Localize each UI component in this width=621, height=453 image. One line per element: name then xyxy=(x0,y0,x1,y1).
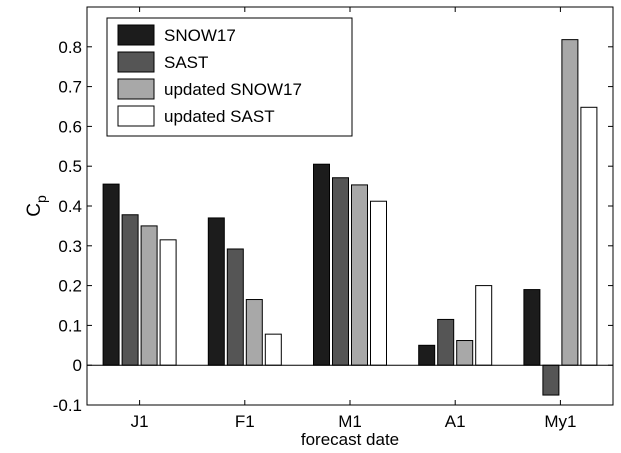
y-tick-label: 0.1 xyxy=(58,316,82,335)
bar-sast-m1 xyxy=(332,177,349,366)
bar-updated-sast-f1 xyxy=(264,333,282,366)
legend-label: SNOW17 xyxy=(164,26,236,45)
bar-snow17-a1 xyxy=(418,344,436,366)
x-tick-label: M1 xyxy=(338,412,362,431)
legend-label: updated SAST xyxy=(164,107,275,126)
bar-snow17-j1 xyxy=(102,183,120,366)
legend-swatch xyxy=(117,105,155,127)
bar-snow17-f1 xyxy=(207,217,225,366)
legend-label: SAST xyxy=(164,53,208,72)
y-tick-label: 0.3 xyxy=(58,237,82,256)
bar-updated-snow17-my1 xyxy=(561,39,579,366)
y-tick-label: 0 xyxy=(73,356,82,375)
legend-swatch xyxy=(117,51,155,73)
y-axis-label-main: C xyxy=(24,203,45,217)
bars xyxy=(102,39,598,396)
x-axis-label: forecast date xyxy=(301,430,399,449)
x-tick-label: A1 xyxy=(445,412,466,431)
bar-updated-sast-m1 xyxy=(370,200,387,366)
y-tick-label: 0.5 xyxy=(58,157,82,176)
bar-snow17-my1 xyxy=(523,289,541,366)
bar-updated-sast-a1 xyxy=(475,285,493,366)
y-axis: -0.1 0 0.1 0.2 0.3 0.4 0.5 0.6 0.7 0.8 xyxy=(53,38,613,415)
bar-updated-snow17-j1 xyxy=(140,225,158,366)
bar-updated-snow17-f1 xyxy=(245,299,263,366)
bar-updated-sast-my1 xyxy=(580,106,598,366)
y-tick-label: 0.4 xyxy=(58,197,82,216)
legend-swatch xyxy=(117,78,155,100)
x-tick-label: J1 xyxy=(131,412,149,431)
bar-updated-snow17-m1 xyxy=(351,184,368,366)
y-axis-label: Cp xyxy=(24,195,49,217)
y-axis-label-subscript: p xyxy=(33,195,49,203)
legend: SNOW17 SAST updated SNOW17 updated SAST xyxy=(106,17,353,137)
y-tick-label: 0.8 xyxy=(58,38,82,57)
bar-snow17-m1 xyxy=(313,163,330,366)
bar-sast-a1 xyxy=(437,318,455,366)
bar-updated-sast-j1 xyxy=(159,239,177,366)
x-tick-label: My1 xyxy=(544,412,576,431)
y-tick-label: 0.7 xyxy=(58,78,82,97)
bar-sast-j1 xyxy=(121,214,139,366)
bar-sast-my1 xyxy=(542,364,560,396)
legend-swatch xyxy=(117,24,155,46)
bar-updated-snow17-a1 xyxy=(456,340,474,366)
x-axis: J1 F1 M1 A1 My1 xyxy=(131,7,576,431)
legend-label: updated SNOW17 xyxy=(164,80,302,99)
y-tick-label: -0.1 xyxy=(53,396,82,415)
x-tick-label: F1 xyxy=(235,412,255,431)
bar-sast-f1 xyxy=(226,248,244,366)
y-tick-label: 0.2 xyxy=(58,277,82,296)
y-tick-label: 0.6 xyxy=(58,117,82,136)
